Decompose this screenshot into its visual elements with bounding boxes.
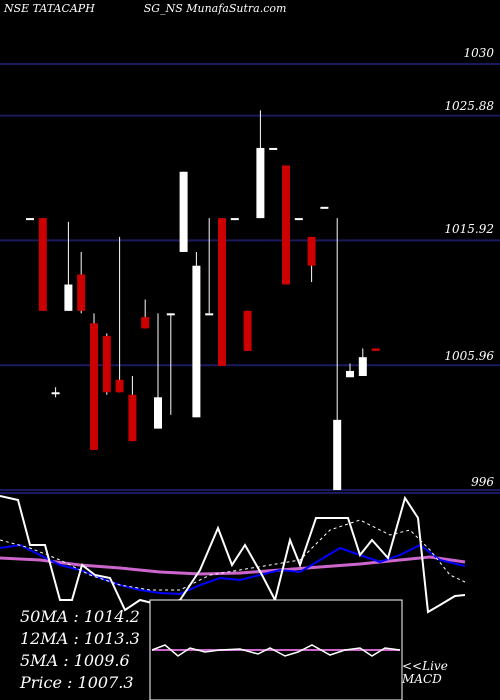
candle-body-19 — [269, 147, 278, 150]
y-tick-1030: 1030 — [463, 46, 494, 60]
candle-body-6 — [102, 335, 111, 393]
chart-source-text: SG_NS MunafaSutra.com — [143, 2, 287, 15]
macd-label-live: <<Live — [402, 659, 448, 673]
candle-body-20 — [282, 165, 290, 285]
indicator-panel — [0, 492, 500, 700]
candle-body-23 — [320, 206, 329, 209]
candle-body-24 — [333, 419, 342, 490]
y-tick-1025: 1025.88 — [444, 99, 494, 113]
price-gridlines — [0, 63, 500, 491]
candle-body-15 — [218, 218, 226, 366]
price-value: Price : 1007.3 — [20, 673, 134, 692]
candle-body-22 — [307, 236, 316, 266]
y-tick-996: 996 — [471, 475, 494, 489]
chart-title: NSE TATACAPH SG_NS MunafaSutra.com — [4, 2, 286, 15]
candle-body-14 — [205, 313, 214, 316]
candle-body-2 — [51, 392, 60, 395]
candle-body-27 — [371, 348, 380, 351]
macd-white-line — [0, 495, 466, 614]
candles — [26, 110, 380, 490]
ma-blue-line — [0, 543, 466, 596]
macd-label: <<Live MACD — [402, 660, 448, 686]
candle-body-16 — [230, 218, 239, 221]
macd-dashed-line — [0, 519, 466, 591]
candle-body-4 — [77, 274, 86, 311]
candle-body-0 — [26, 218, 34, 221]
y-tick-1005: 1005.96 — [444, 349, 494, 363]
candle-body-25 — [346, 370, 354, 378]
candle-body-18 — [256, 147, 265, 219]
candle-body-13 — [192, 265, 201, 418]
candle-body-5 — [90, 323, 98, 450]
ma-pink-line — [0, 555, 466, 576]
candle-body-11 — [166, 313, 175, 316]
candle-body-17 — [243, 310, 252, 351]
ma12-value: 12MA : 1013.3 — [20, 629, 140, 648]
chart-title-text: NSE TATACAPH — [4, 2, 95, 15]
ma50-value: 50MA : 1014.2 — [20, 607, 140, 626]
candle-body-12 — [179, 171, 188, 252]
candle-body-26 — [358, 357, 367, 376]
candle-body-10 — [154, 397, 162, 429]
candle-body-7 — [115, 379, 124, 393]
candle-body-8 — [128, 394, 137, 442]
ma5-value: 5MA : 1009.6 — [20, 651, 130, 670]
macd-histogram-line — [151, 644, 401, 657]
candle-body-3 — [64, 284, 73, 311]
candle-body-9 — [141, 317, 150, 329]
y-tick-1015: 1015.92 — [444, 222, 494, 236]
macd-label-macd: MACD — [402, 672, 442, 686]
indicator-values: 50MA : 1014.2 12MA : 1013.3 5MA : 1009.6… — [20, 606, 140, 694]
candle-body-21 — [294, 218, 303, 221]
candle-body-1 — [38, 218, 47, 311]
